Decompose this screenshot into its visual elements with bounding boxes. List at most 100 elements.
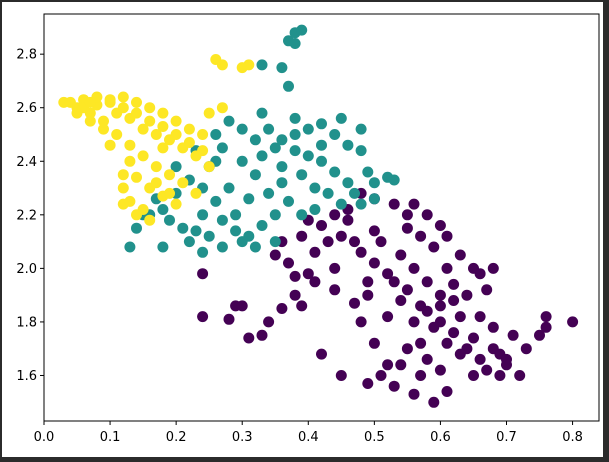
scatter-point-s1-72 — [335, 112, 347, 124]
y-axis-ticks: 1.6 1.8 2.0 2.2 2.4 2.6 2.8 — [16, 48, 44, 384]
scatter-point-s0-100 — [401, 222, 413, 234]
scatter-point-s0-35 — [263, 316, 275, 328]
scatter-point-s2-49 — [144, 214, 156, 226]
scatter-point-s1-46 — [289, 129, 301, 140]
scatter-point-s0-38 — [289, 289, 301, 301]
scatter-point-s1-82 — [289, 38, 301, 49]
scatter-point-s0-86 — [434, 300, 446, 312]
scatter-point-s0-98 — [368, 225, 380, 237]
scatter-point-s1-35 — [296, 169, 308, 181]
scatter-point-s2-60 — [58, 96, 70, 108]
scatter-point-s1-51 — [355, 145, 367, 157]
scatter-point-s0-55 — [401, 343, 413, 355]
scatter-point-s0-61 — [434, 289, 446, 301]
scatter-point-s2-54 — [203, 107, 215, 119]
scatter-point-s1-25 — [276, 134, 288, 146]
scatter-point-s0-63 — [441, 262, 453, 274]
scatter-point-s0-23 — [309, 246, 321, 258]
scatter-point-s1-1 — [249, 169, 261, 181]
scatter-point-s2-50 — [131, 209, 142, 221]
scatter-point-s2-11 — [137, 123, 149, 135]
scatter-point-s0-1 — [382, 268, 394, 280]
x-axis-ticks: 0.0 0.1 0.2 0.3 0.4 0.5 0.6 0.7 0.8 — [34, 421, 583, 445]
scatter-point-s0-20 — [375, 236, 387, 248]
scatter-point-s0-32 — [540, 311, 552, 323]
scatter-point-s1-66 — [131, 222, 142, 234]
scatter-point-s2-41 — [170, 198, 182, 210]
scatter-point-s0-49 — [428, 396, 440, 408]
scatter-point-s1-15 — [210, 195, 222, 207]
scatter-point-s2-46 — [117, 182, 129, 194]
scatter-point-s0-82 — [474, 311, 486, 323]
scatter-point-s0-14 — [454, 348, 466, 360]
scatter-point-s0-45 — [335, 370, 347, 381]
scatter-point-s0-36 — [243, 332, 255, 344]
scatter-point-s1-68 — [170, 161, 182, 173]
scatter-point-s0-19 — [441, 337, 453, 349]
scatter-point-s2-31 — [71, 107, 83, 119]
scatter-point-s1-64 — [157, 241, 169, 253]
scatter-point-s1-22 — [210, 129, 222, 140]
scatter-point-s0-33 — [540, 321, 552, 333]
scatter-point-s1-81 — [296, 24, 308, 36]
scatter-point-s0-37 — [276, 303, 288, 314]
scatter-point-s1-13 — [177, 222, 189, 234]
scatter-point-s0-40 — [236, 300, 248, 312]
scatter-point-s1-48 — [316, 118, 327, 130]
x-tick-label: 0.1 — [100, 430, 121, 445]
x-tick-label: 0.3 — [232, 430, 253, 445]
scatter-plot: 0.0 0.1 0.2 0.3 0.4 0.5 0.6 0.7 0.8 1.6 1.8 2.0 2.2… — [16, 13, 600, 445]
scatter-point-s1-49 — [329, 129, 341, 140]
scatter-point-s0-42 — [197, 311, 209, 323]
scatter-point-s2-39 — [177, 177, 189, 189]
scatter-point-s1-21 — [223, 115, 235, 127]
scatter-point-s0-101 — [441, 230, 453, 242]
scatter-point-s0-93 — [507, 329, 519, 341]
data-points — [58, 24, 579, 408]
scatter-point-s1-30 — [342, 177, 354, 189]
scatter-point-s1-32 — [335, 198, 347, 210]
scatter-point-s0-22 — [342, 214, 354, 226]
scatter-point-s0-46 — [362, 378, 374, 389]
scatter-point-s0-5 — [335, 230, 347, 242]
scatter-point-s1-83 — [256, 59, 268, 71]
scatter-point-s2-14 — [157, 121, 169, 132]
scatter-point-s1-36 — [283, 195, 294, 207]
scatter-point-s1-44 — [296, 209, 308, 221]
scatter-point-s2-18 — [183, 137, 195, 148]
scatter-point-s1-53 — [368, 177, 380, 189]
scatter-point-s2-32 — [84, 115, 96, 127]
scatter-point-s0-52 — [382, 359, 394, 371]
scatter-point-s0-58 — [395, 295, 407, 306]
scatter-point-s0-84 — [468, 332, 479, 344]
x-tick-label: 0.2 — [166, 430, 187, 445]
scatter-point-s2-23 — [170, 115, 182, 127]
y-tick-label: 2.8 — [16, 48, 37, 63]
scatter-point-s0-88 — [395, 359, 407, 371]
scatter-point-s2-34 — [111, 129, 123, 140]
scatter-point-s0-81 — [461, 289, 473, 301]
scatter-point-s2-64 — [164, 187, 175, 199]
scatter-point-s0-44 — [316, 348, 327, 360]
scatter-point-s0-11 — [349, 236, 360, 248]
scatter-point-s1-23 — [249, 134, 261, 146]
scatter-point-s2-57 — [216, 59, 228, 71]
x-tick-label: 0.5 — [364, 430, 385, 445]
scatter-point-s1-41 — [216, 214, 228, 226]
scatter-point-s0-78 — [296, 230, 308, 242]
scatter-point-s1-27 — [302, 150, 314, 162]
scatter-point-s1-40 — [230, 225, 242, 237]
scatter-point-s1-61 — [183, 236, 195, 248]
scatter-point-s0-34 — [296, 300, 308, 312]
scatter-point-s0-43 — [256, 329, 268, 341]
scatter-point-s0-105 — [487, 262, 499, 274]
scatter-point-s0-110 — [197, 268, 209, 280]
scatter-point-s1-20 — [236, 123, 248, 135]
scatter-point-s0-60 — [421, 276, 433, 288]
scatter-point-s0-102 — [454, 249, 466, 261]
scatter-point-s2-53 — [197, 129, 209, 140]
scatter-point-s0-12 — [388, 276, 400, 288]
scatter-point-s1-50 — [342, 139, 354, 151]
scatter-point-s1-73 — [355, 123, 367, 135]
scatter-point-s0-96 — [382, 311, 394, 323]
